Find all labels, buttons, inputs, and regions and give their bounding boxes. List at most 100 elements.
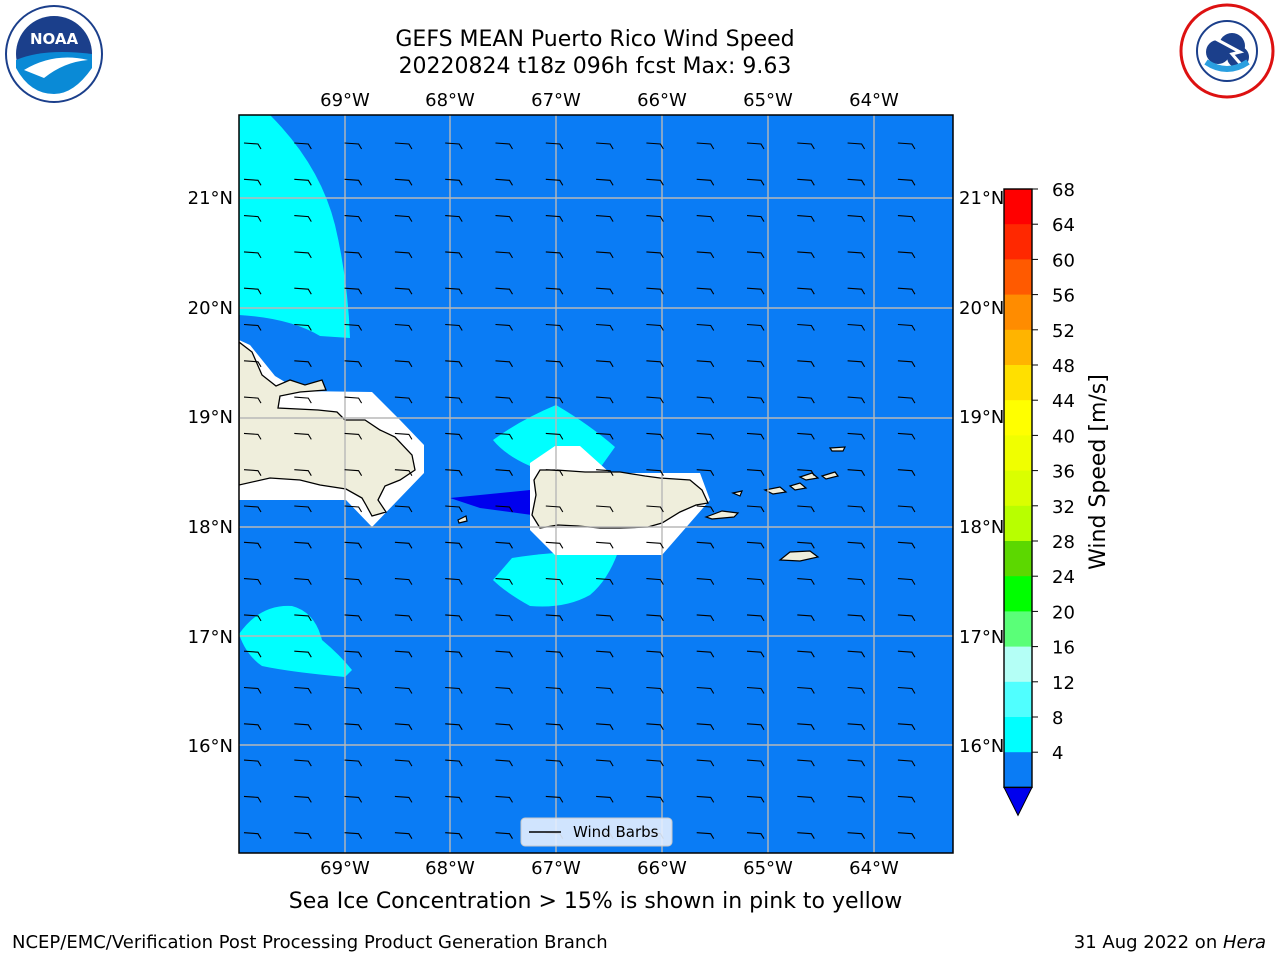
wind-barb bbox=[847, 432, 866, 440]
wind-barb bbox=[696, 215, 715, 222]
map-area bbox=[239, 115, 953, 875]
wind-barb bbox=[495, 614, 513, 622]
wind-barb bbox=[646, 505, 664, 513]
wind-barb bbox=[746, 541, 765, 549]
wind-barb bbox=[545, 215, 564, 222]
wind-barb bbox=[797, 432, 815, 440]
wind-barb bbox=[445, 686, 463, 694]
lon-label: 67°W bbox=[531, 90, 581, 111]
wind-barb bbox=[746, 469, 765, 476]
wind-contour-sw bbox=[239, 605, 352, 677]
date-text: 31 Aug 2022 on bbox=[1073, 932, 1223, 953]
wind-barb bbox=[746, 795, 765, 803]
wind-barb bbox=[897, 686, 916, 694]
lon-label: 67°W bbox=[531, 858, 581, 879]
colorbar-segment bbox=[1004, 752, 1032, 788]
wind-barb bbox=[294, 469, 312, 476]
wind-barb bbox=[847, 251, 866, 259]
colorbar-segment bbox=[1004, 365, 1032, 401]
wind-barb bbox=[445, 396, 463, 404]
wind-barb bbox=[797, 578, 815, 585]
wind-barb bbox=[746, 360, 765, 368]
wind-barb bbox=[797, 505, 815, 513]
colorbar-frame bbox=[1003, 188, 1033, 789]
wind-barb bbox=[797, 360, 815, 368]
colorbar-segment bbox=[1004, 505, 1032, 542]
wind-contour-nw bbox=[239, 115, 350, 338]
wind-barb bbox=[696, 142, 715, 150]
graticule bbox=[239, 115, 953, 853]
wind-barb bbox=[294, 142, 312, 150]
wind-barb bbox=[646, 323, 664, 331]
colorbar-segment bbox=[1004, 576, 1032, 612]
wind-barb bbox=[344, 723, 363, 731]
wind-barb bbox=[394, 142, 413, 150]
lon-label: 69°W bbox=[320, 858, 370, 879]
wind-barb bbox=[243, 541, 262, 549]
lat-label: 17°N bbox=[188, 627, 233, 648]
wind-barb bbox=[746, 142, 765, 150]
wind-barb bbox=[344, 541, 363, 549]
wind-barb bbox=[344, 215, 363, 222]
wind-barb bbox=[897, 578, 916, 585]
wind-barb bbox=[495, 650, 513, 658]
wind-barb bbox=[445, 759, 463, 767]
wind-barb bbox=[898, 869, 915, 875]
wind-barb bbox=[294, 759, 312, 767]
wind-barb bbox=[847, 614, 866, 622]
wind-barb bbox=[243, 432, 262, 440]
wind-barb bbox=[897, 323, 916, 331]
lat-label: 18°N bbox=[959, 517, 1004, 538]
date-stamp: 31 Aug 2022 on Hera bbox=[1074, 932, 1266, 953]
wind-barb bbox=[897, 832, 916, 839]
wind-barb bbox=[294, 251, 312, 259]
wind-barb bbox=[394, 251, 413, 259]
wind-barb bbox=[797, 832, 815, 839]
wind-barb bbox=[897, 396, 916, 404]
wind-barb bbox=[897, 505, 916, 513]
wind-barb bbox=[646, 432, 664, 440]
wind-barb bbox=[395, 869, 412, 875]
wind-barb bbox=[445, 795, 463, 803]
legend-label: Wind Barbs bbox=[573, 823, 659, 841]
wind-barb bbox=[696, 178, 715, 186]
lat-label: 21°N bbox=[188, 188, 233, 209]
noaa-logo-text: NOAA bbox=[30, 30, 79, 48]
wind-barb bbox=[344, 323, 363, 331]
wind-barb bbox=[847, 541, 866, 549]
wind-barb bbox=[746, 759, 765, 767]
wind-barb bbox=[847, 723, 866, 731]
lon-labels-top: 69°W 68°W 67°W 66°W 65°W 64°W bbox=[320, 90, 899, 111]
wind-barb bbox=[746, 505, 765, 513]
wind-barb bbox=[394, 432, 413, 440]
wind-barb bbox=[243, 614, 262, 622]
chart-title: GEFS MEAN Puerto Rico Wind Speed bbox=[395, 27, 795, 52]
wind-barb bbox=[243, 287, 262, 295]
wind-barb bbox=[243, 505, 262, 513]
wind-barb bbox=[294, 795, 312, 803]
hispaniola-land bbox=[239, 341, 416, 517]
wind-barb bbox=[746, 178, 765, 186]
wind-barb bbox=[797, 251, 815, 259]
wind-barb bbox=[746, 323, 765, 331]
wind-barb bbox=[495, 578, 513, 585]
wind-barb bbox=[797, 396, 815, 404]
colorbar-segment bbox=[1004, 259, 1032, 296]
wind-barb bbox=[897, 215, 916, 222]
wind-barb bbox=[596, 578, 614, 585]
wind-barb bbox=[746, 287, 765, 295]
wind-barb bbox=[545, 178, 564, 186]
wind-barb bbox=[394, 287, 413, 295]
wind-barb bbox=[294, 505, 312, 513]
colorbar-label: Wind Speed [m/s] bbox=[1086, 374, 1111, 570]
colorbar-tick-label: 16 bbox=[1052, 638, 1075, 659]
lon-label: 68°W bbox=[425, 90, 475, 111]
wind-barb bbox=[445, 614, 463, 622]
wind-barb bbox=[294, 360, 312, 368]
wind-barb bbox=[243, 360, 262, 368]
colorbar-tick-label: 52 bbox=[1052, 321, 1075, 342]
wind-barb bbox=[294, 650, 312, 658]
wind-barb bbox=[847, 360, 866, 368]
wind-barb bbox=[243, 323, 262, 331]
noaa-logo: NOAA bbox=[5, 5, 103, 103]
